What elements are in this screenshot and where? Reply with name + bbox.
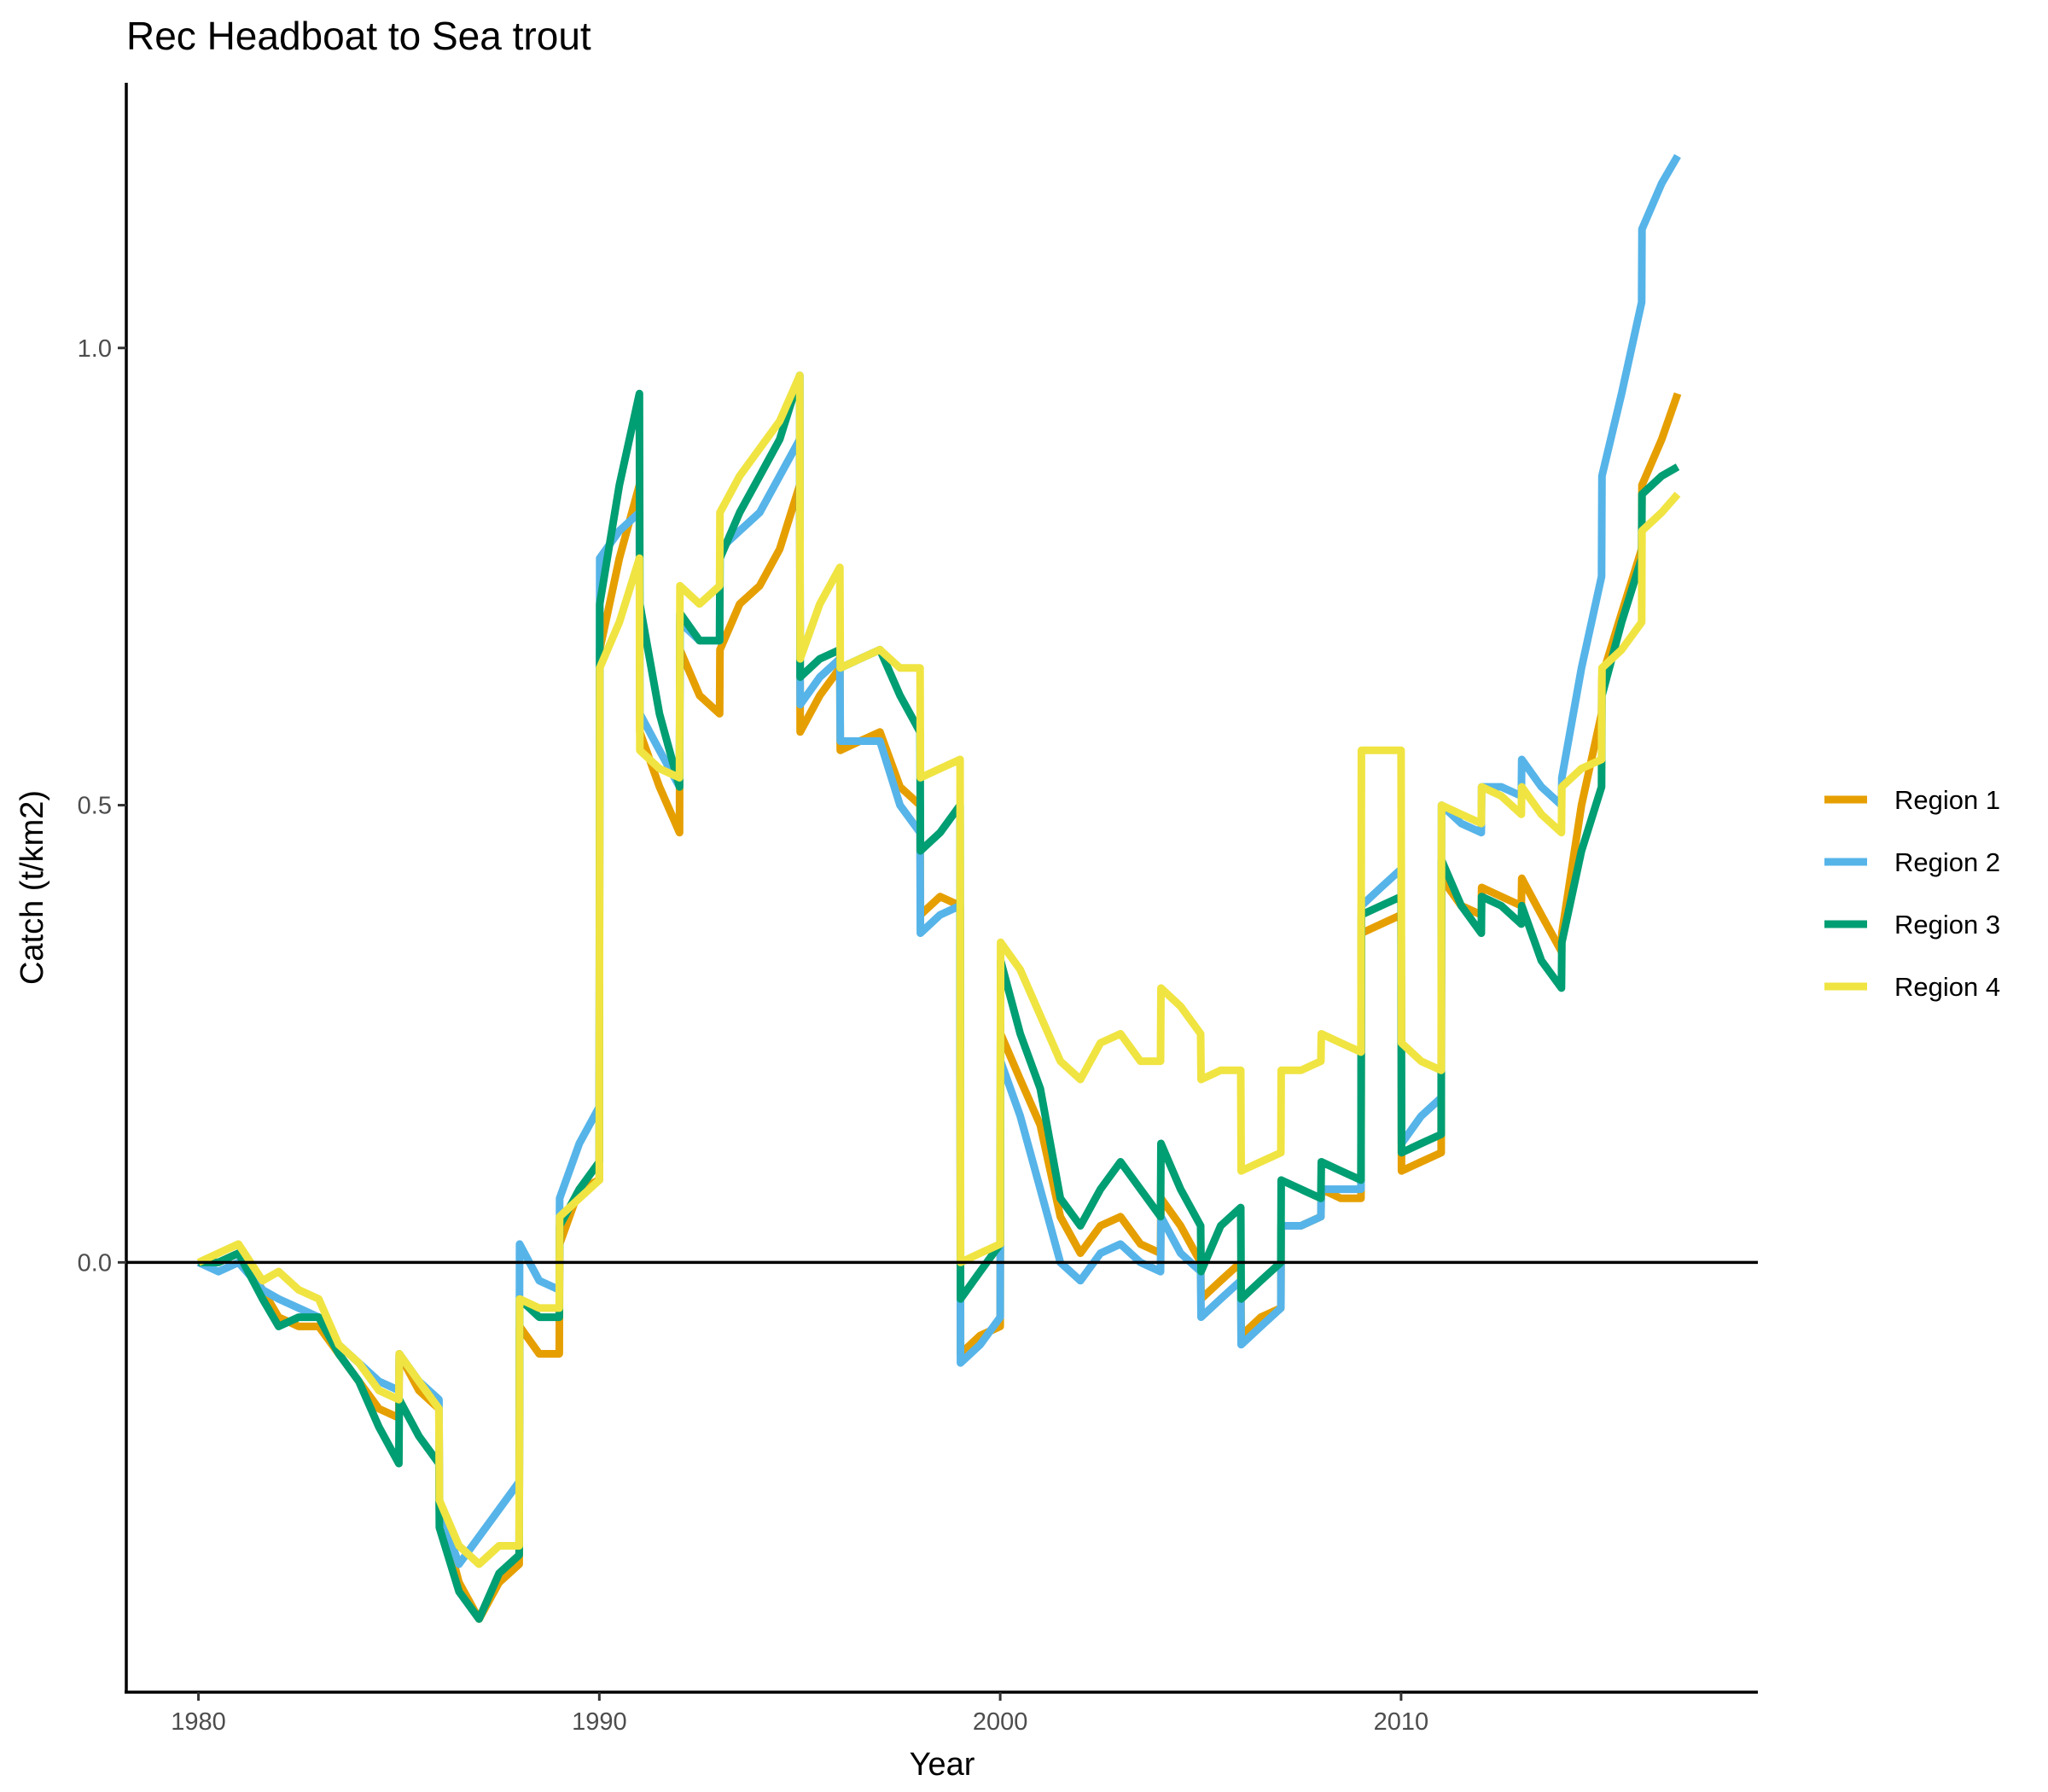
legend-label-3: Region 3 [1894, 910, 2000, 940]
x-axis-title: Year [910, 1747, 975, 1783]
y-axis-title: Catch (t/km2) [15, 790, 50, 985]
y-tick-label: 0.5 [78, 793, 112, 820]
x-tick-label: 2010 [1374, 1708, 1429, 1736]
x-tick-label: 1990 [572, 1708, 627, 1736]
y-axis-ticks: 0.0 0.5 1.0 [78, 335, 126, 1277]
y-tick-label: 1.0 [78, 335, 112, 363]
legend: Region 1 Region 2 Region 3 Region 4 [1824, 785, 2000, 1002]
legend-label-2: Region 2 [1894, 847, 2000, 877]
x-tick-label: 1980 [171, 1708, 226, 1736]
x-tick-label: 2000 [973, 1708, 1028, 1736]
legend-label-4: Region 4 [1894, 972, 2000, 1002]
y-tick-label: 0.0 [78, 1249, 112, 1277]
series-line-3 [198, 371, 1680, 1623]
x-axis-ticks: 1980 1990 2000 2010 [171, 1692, 1428, 1736]
legend-label-1: Region 1 [1894, 785, 2000, 815]
chart-title: Rec Headboat to Sea trout [126, 14, 591, 58]
